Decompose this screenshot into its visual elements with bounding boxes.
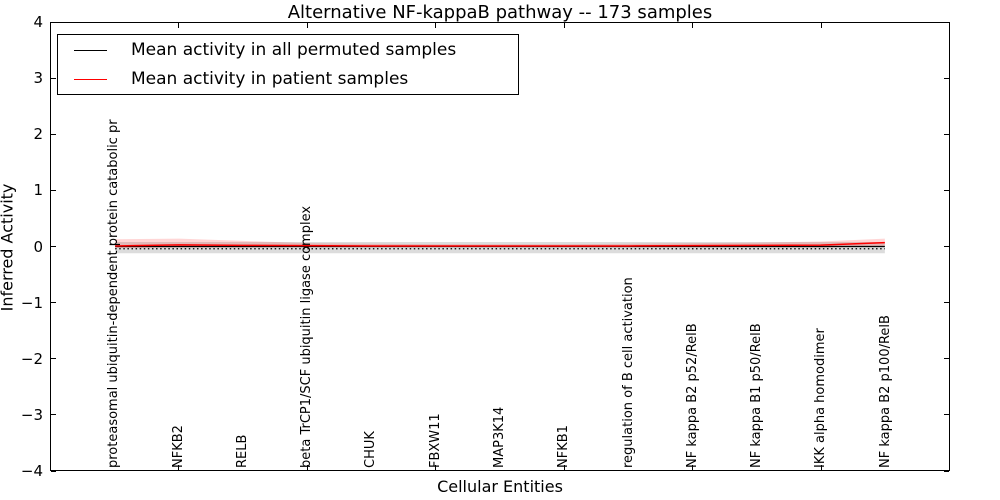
x-tick-mark (306, 465, 308, 470)
x-category-label: NF kappa B2 p52/RelB (684, 323, 700, 468)
y-tick-label: −3 (20, 405, 43, 424)
x-axis-label: Cellular Entities (437, 477, 563, 496)
x-tick-mark (563, 465, 565, 470)
chart-title: Alternative NF-kappaB pathway -- 173 sam… (287, 2, 713, 23)
x-tick-mark (820, 465, 822, 470)
x-tick-mark (435, 23, 437, 28)
x-tick-mark (692, 23, 694, 28)
x-category-label: proteasomal ubiquitin-dependent protein … (106, 119, 122, 468)
band-series-0 (115, 242, 885, 254)
legend-entry-patient: Mean activity in patient samples (58, 65, 518, 94)
y-tick-label: 2 (33, 125, 43, 144)
legend: Mean activity in all permuted samples Me… (57, 34, 519, 95)
x-tick-mark (563, 23, 565, 28)
y-tick-mark (51, 133, 56, 135)
y-tick-label: −2 (20, 349, 43, 368)
plot-area (50, 22, 950, 471)
y-tick-mark (51, 246, 56, 247)
x-category-label: beta TrCP1/SCF ubiquitin ligase complex (299, 205, 315, 468)
legend-entry-permuted: Mean activity in all permuted samples (58, 36, 518, 65)
legend-label: Mean activity in patient samples (131, 69, 409, 89)
y-tick-mark (944, 246, 949, 247)
y-tick-label: 3 (33, 69, 43, 88)
y-tick-mark (944, 358, 949, 360)
plot-canvas (115, 238, 885, 254)
y-tick-mark (51, 302, 56, 304)
y-tick-mark (51, 77, 56, 79)
y-tick-mark (51, 358, 56, 360)
y-tick-label: −1 (20, 293, 43, 312)
x-category-label: MAP3K14 (492, 406, 507, 468)
x-tick-mark (820, 23, 822, 28)
y-tick-mark (944, 302, 949, 304)
x-category-label: NF kappa B2 p100/RelB (877, 315, 893, 468)
line-series-1 (115, 241, 885, 247)
y-tick-mark (51, 189, 56, 191)
y-tick-label: 4 (33, 13, 43, 31)
patient-line-swatch (74, 78, 107, 80)
legend-label: Mean activity in all permuted samples (131, 40, 457, 60)
x-tick-mark (435, 465, 437, 470)
x-category-label: CHUK (363, 431, 379, 468)
y-tick-mark (51, 470, 56, 472)
y-tick-mark (51, 414, 56, 416)
x-tick-mark (178, 23, 180, 28)
x-category-label: FBXW11 (427, 413, 443, 468)
y-tick-mark (51, 21, 56, 23)
y-tick-mark (944, 21, 949, 23)
permuted-line-swatch (74, 49, 107, 51)
x-category-label: IKK alpha homodimer (813, 328, 829, 468)
x-category-label: RELB (234, 434, 250, 468)
x-tick-mark (692, 465, 694, 470)
y-tick-mark (944, 414, 949, 416)
y-tick-label: 1 (33, 181, 43, 200)
x-category-label: regulation of B cell activation (620, 277, 636, 468)
x-tick-mark (306, 23, 308, 28)
y-tick-mark (944, 77, 949, 79)
x-category-label: NFKB1 (556, 425, 572, 468)
x-category-label: NFKB2 (170, 425, 186, 468)
y-tick-label: 0 (33, 237, 43, 256)
y-tick-mark (944, 470, 949, 472)
x-tick-mark (178, 465, 180, 470)
x-category-label: NF kappa B1 p50/RelB (749, 323, 765, 468)
y-tick-mark (944, 189, 949, 191)
y-tick-mark (944, 133, 949, 135)
y-tick-label: −4 (20, 462, 43, 480)
